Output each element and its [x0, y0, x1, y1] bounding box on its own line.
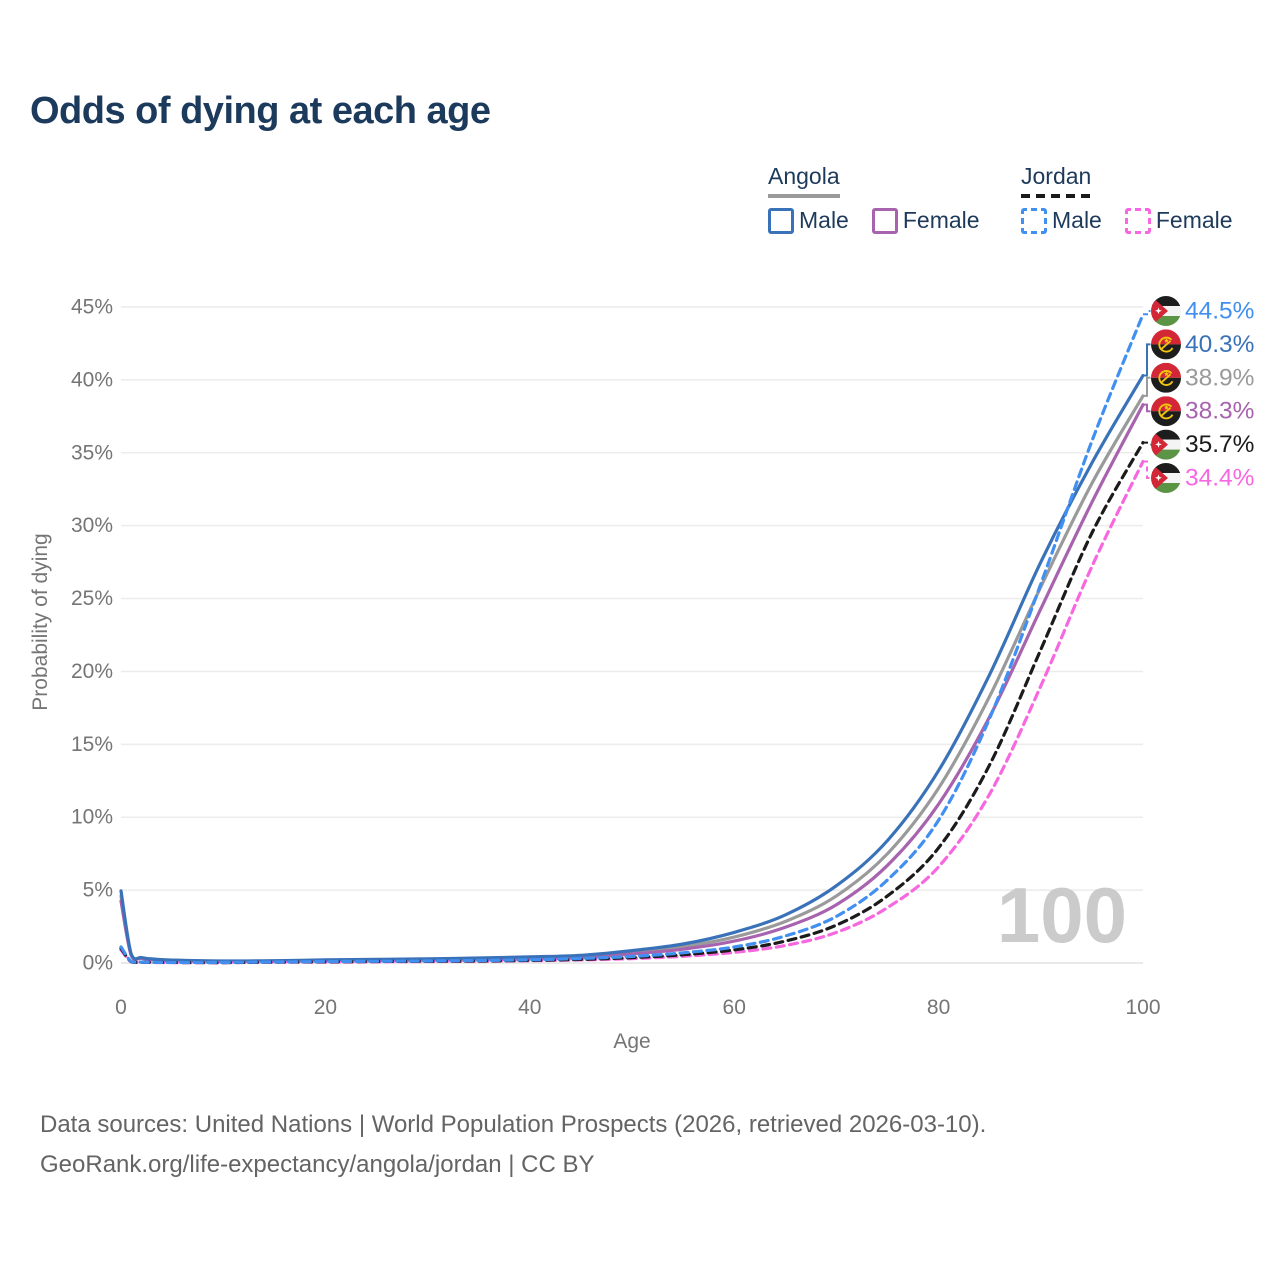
legend-country-angola: Angola — [768, 163, 840, 198]
x-tick-label: 60 — [723, 996, 746, 1019]
series-lines — [119, 312, 1145, 965]
series-line-jordan_female[interactable] — [119, 459, 1145, 965]
end-value-label-angola_female: 38.3% — [1185, 398, 1254, 425]
gridlines — [121, 306, 1143, 964]
y-tick-label: 15% — [71, 733, 113, 756]
x-tick-label: 20 — [314, 996, 337, 1019]
y-axis-title: Probability of dying — [29, 533, 52, 710]
leader-line-jordan_male — [1143, 310, 1151, 316]
leader-line-jordan_female — [1143, 460, 1151, 479]
legend-label-jordan-female: Female — [1155, 207, 1233, 233]
end-value-label-angola_both: 38.9% — [1185, 364, 1254, 391]
series-line-jordan_both[interactable] — [119, 441, 1145, 965]
dashed-line-sample — [1021, 194, 1092, 198]
checkbox-angola-female-icon[interactable] — [871, 207, 898, 234]
angola-flag-icon — [1151, 329, 1181, 359]
leader-line-angola_male — [1143, 343, 1151, 377]
x-tick-label: 0 — [115, 996, 127, 1019]
data-sources-line: Data sources: United Nations | World Pop… — [40, 1111, 987, 1138]
x-tick-label: 40 — [518, 996, 541, 1019]
solid-line-sample — [768, 194, 840, 198]
end-value-label-jordan_female: 34.4% — [1185, 465, 1254, 492]
leader-line-angola_both — [1143, 376, 1151, 397]
y-tick-label: 5% — [83, 879, 113, 902]
y-axis-tick-labels: 0% 5% 10% 15% 20% 25% 30% 35% 40% 45% — [71, 296, 113, 975]
legend-item-jordan-female[interactable]: Female — [1124, 207, 1233, 234]
end-value-label-angola_male: 40.3% — [1185, 331, 1254, 358]
y-tick-label: 40% — [71, 368, 113, 391]
x-axis-tick-labels: 0 20 40 60 80 100 — [115, 996, 1160, 1019]
attribution-line: GeoRank.org/life-expectancy/angola/jorda… — [40, 1151, 595, 1178]
legend-item-angola-female[interactable]: Female — [871, 207, 980, 234]
footer: Data sources: United Nations | World Pop… — [40, 1105, 986, 1185]
legend-country-jordan: Jordan — [1021, 163, 1092, 198]
leader-line-angola_female — [1143, 403, 1151, 413]
age-indicator-watermark: 100 — [997, 871, 1127, 959]
series-line-angola_male[interactable] — [119, 373, 1145, 963]
chart-title: Odds of dying at each age — [30, 90, 491, 132]
jordan-flag-icon — [1151, 296, 1181, 326]
series-line-jordan_male[interactable] — [119, 312, 1145, 965]
checkbox-jordan-male-icon[interactable] — [1021, 207, 1047, 234]
end-label-leader-lines — [1143, 310, 1151, 479]
checkbox-angola-male-icon[interactable] — [768, 207, 794, 234]
y-tick-label: 20% — [71, 660, 113, 683]
y-tick-label: 35% — [71, 441, 113, 464]
legend-country-label: Jordan — [1021, 163, 1092, 189]
legend-item-angola-male[interactable]: Male — [768, 207, 849, 234]
x-tick-label: 100 — [1125, 996, 1160, 1019]
jordan-flag-icon — [1151, 463, 1181, 493]
end-value-labels: 44.5% 40.3% 38.9% 38.3% 35.7% 34.4% — [1151, 296, 1254, 493]
legend-label-jordan-male: Male — [1052, 207, 1102, 233]
y-tick-label: 0% — [83, 952, 113, 975]
y-tick-label: 45% — [71, 296, 113, 319]
legend-label-angola-male: Male — [799, 207, 849, 233]
jordan-flag-icon — [1151, 430, 1181, 460]
legend-country-label: Angola — [768, 163, 840, 189]
y-tick-label: 30% — [71, 514, 113, 537]
end-value-label-jordan_both: 35.7% — [1185, 431, 1254, 458]
x-tick-label: 80 — [927, 996, 950, 1019]
leader-line-jordan_both — [1143, 441, 1151, 446]
legend-group-jordan: Jordan Male Female — [1021, 163, 1233, 234]
series-line-angola_female[interactable] — [119, 403, 1145, 963]
legend-group-angola: Angola Male Female — [768, 163, 980, 234]
x-axis-title: Age — [613, 1030, 650, 1053]
checkbox-jordan-female-icon[interactable] — [1124, 207, 1151, 234]
y-tick-label: 25% — [71, 587, 113, 610]
series-line-angola_both[interactable] — [119, 394, 1145, 963]
legend-label-angola-female: Female — [902, 207, 980, 233]
end-value-label-jordan_male: 44.5% — [1185, 298, 1254, 325]
legend-item-jordan-male[interactable]: Male — [1021, 207, 1102, 234]
y-tick-label: 10% — [71, 806, 113, 829]
angola-flag-icon — [1151, 396, 1181, 426]
angola-flag-icon — [1151, 363, 1181, 393]
